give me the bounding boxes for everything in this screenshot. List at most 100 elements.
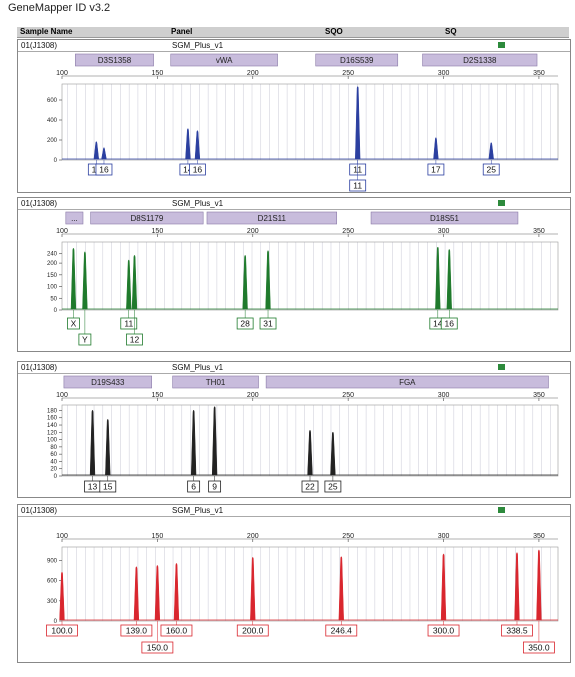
allele-label[interactable]: 28	[236, 310, 254, 330]
peak[interactable]	[93, 141, 100, 160]
peak[interactable]	[536, 549, 542, 621]
peak[interactable]	[154, 565, 161, 621]
marker-bin[interactable]: D8S1179	[90, 211, 204, 225]
peak[interactable]	[242, 254, 248, 310]
allele-label-box[interactable]	[301, 480, 319, 493]
marker-bin[interactable]: ...	[65, 211, 84, 225]
allele-label[interactable]: 17	[427, 160, 445, 176]
header-panel[interactable]: Panel	[171, 27, 193, 36]
marker-bin-bar[interactable]	[315, 53, 399, 67]
header-sq[interactable]: SQ	[445, 27, 457, 36]
peak[interactable]	[446, 249, 452, 310]
peak[interactable]	[190, 409, 197, 476]
peak[interactable]	[514, 552, 520, 621]
allele-label-box[interactable]	[126, 333, 143, 346]
marker-bin-bar[interactable]	[206, 211, 338, 225]
header-sample-name[interactable]: Sample Name	[20, 27, 73, 36]
allele-label[interactable]: 150.0	[141, 621, 174, 654]
peak[interactable]	[307, 429, 313, 476]
allele-label-box[interactable]	[236, 317, 254, 330]
peak[interactable]	[131, 254, 138, 310]
allele-label[interactable]: 160.0	[160, 621, 193, 637]
allele-label-box[interactable]	[440, 317, 458, 330]
allele-label-box[interactable]	[349, 179, 367, 192]
allele-label[interactable]: 31	[259, 310, 277, 330]
allele-label[interactable]: 11	[120, 310, 138, 330]
marker-bin-bar[interactable]	[65, 211, 84, 225]
peak[interactable]	[59, 571, 65, 621]
allele-label[interactable]: 25	[324, 476, 342, 493]
allele-label[interactable]: 13	[84, 476, 101, 493]
header-sqo[interactable]: SQO	[325, 27, 343, 36]
peak[interactable]	[250, 556, 256, 621]
marker-bin-bar[interactable]	[422, 53, 538, 67]
marker-bin[interactable]: D21S11	[206, 211, 338, 225]
marker-bin-bar[interactable]	[172, 375, 259, 389]
marker-bin-bar[interactable]	[90, 211, 204, 225]
allele-label-box[interactable]	[95, 163, 113, 176]
allele-label-box[interactable]	[67, 317, 80, 330]
allele-label-box[interactable]	[189, 163, 206, 176]
allele-label[interactable]: 9	[208, 476, 222, 493]
allele-label-box[interactable]	[99, 480, 117, 493]
allele-label-box[interactable]	[141, 641, 174, 654]
marker-bin[interactable]: D2S1338	[422, 53, 538, 67]
peak[interactable]	[89, 409, 96, 476]
peak[interactable]	[440, 553, 447, 621]
peak[interactable]	[355, 86, 361, 160]
marker-bin[interactable]: D19S433	[63, 375, 152, 389]
marker-bin-bar[interactable]	[170, 53, 278, 67]
allele-label[interactable]: X	[67, 310, 80, 330]
allele-label-box[interactable]	[482, 163, 500, 176]
allele-label-box[interactable]	[427, 163, 445, 176]
marker-bin-bar[interactable]	[370, 211, 519, 225]
allele-label-box[interactable]	[501, 624, 533, 637]
allele-label[interactable]: 15	[99, 476, 117, 493]
allele-label-box[interactable]	[325, 624, 358, 637]
allele-label[interactable]: 139.0	[120, 621, 153, 637]
allele-label-box[interactable]	[46, 624, 78, 637]
peak[interactable]	[133, 566, 140, 621]
allele-label-box[interactable]	[427, 624, 460, 637]
allele-label-box[interactable]	[259, 317, 277, 330]
peak[interactable]	[265, 250, 271, 310]
allele-label[interactable]: 338.5	[501, 621, 533, 637]
allele-label-box[interactable]	[236, 624, 269, 637]
peak[interactable]	[70, 247, 77, 310]
allele-label-box[interactable]	[208, 480, 222, 493]
allele-label[interactable]: Y	[78, 310, 92, 346]
marker-bin[interactable]: D18S51	[370, 211, 519, 225]
peak[interactable]	[435, 246, 441, 310]
marker-bin[interactable]: D16S539	[315, 53, 399, 67]
allele-label[interactable]: 350.0	[523, 621, 555, 654]
allele-label-box[interactable]	[523, 641, 555, 654]
marker-bin[interactable]: TH01	[172, 375, 259, 389]
marker-bin-bar[interactable]	[63, 375, 152, 389]
allele-label[interactable]: 100.0	[46, 621, 78, 637]
peak[interactable]	[488, 142, 494, 160]
peak[interactable]	[330, 431, 336, 476]
allele-label-box[interactable]	[120, 317, 138, 330]
peak[interactable]	[173, 563, 180, 621]
marker-bin-bar[interactable]	[265, 375, 549, 389]
peak[interactable]	[338, 556, 344, 621]
peak[interactable]	[126, 259, 132, 310]
marker-bin[interactable]: D3S1358	[75, 53, 154, 67]
marker-bin[interactable]: vWA	[170, 53, 278, 67]
allele-label[interactable]: 246.4	[325, 621, 358, 637]
marker-bin-bar[interactable]	[75, 53, 154, 67]
allele-label-box[interactable]	[160, 624, 193, 637]
peak[interactable]	[211, 406, 218, 476]
allele-label[interactable]: 16	[189, 160, 206, 176]
allele-label[interactable]: 12	[126, 310, 143, 346]
allele-label[interactable]: 200.0	[236, 621, 269, 637]
allele-label-box[interactable]	[78, 333, 92, 346]
peak[interactable]	[194, 130, 201, 160]
marker-bin[interactable]: FGA	[265, 375, 549, 389]
peak[interactable]	[101, 147, 107, 160]
peak[interactable]	[433, 137, 439, 160]
allele-label[interactable]: 22	[301, 476, 319, 493]
allele-label-box[interactable]	[187, 480, 201, 493]
allele-label[interactable]: 300.0	[427, 621, 460, 637]
allele-label[interactable]: 16	[95, 160, 113, 176]
